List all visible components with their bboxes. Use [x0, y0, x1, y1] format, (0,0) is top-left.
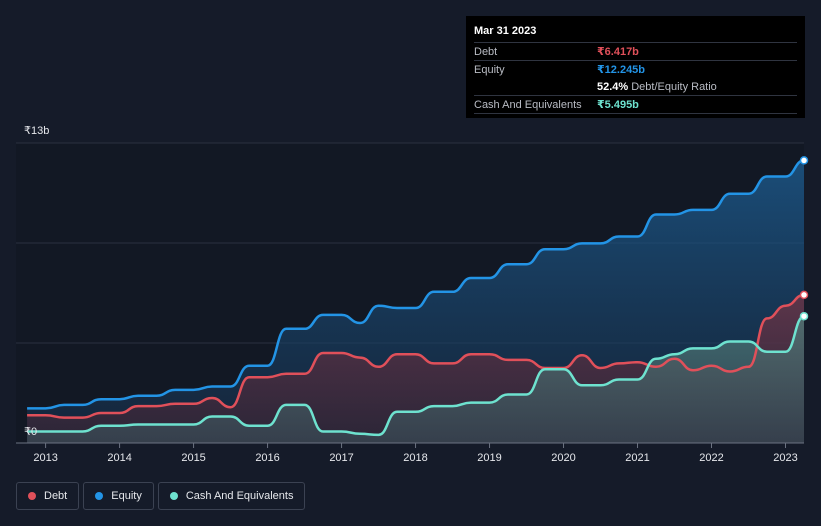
x-tick-label: 2015	[181, 452, 205, 464]
x-tick-label: 2018	[403, 452, 427, 464]
debt-endpoint	[799, 290, 809, 300]
legend-item-debt[interactable]: Debt	[16, 482, 80, 510]
cash-line	[27, 314, 805, 437]
debt-line	[27, 293, 805, 419]
cash-dot-icon	[169, 492, 178, 500]
tooltip-date: Mar 31 2023	[474, 25, 537, 37]
tooltip-row-ratio: 52.4% Debt/Equity Ratio	[474, 78, 797, 95]
y-tick-label-max: ₹13b	[24, 125, 50, 137]
x-tick-label: 2017	[329, 452, 353, 464]
tooltip-cash-value: ₹5.495b	[597, 99, 639, 111]
cash-area	[27, 316, 805, 443]
tooltip-debt-label: Debt	[474, 45, 498, 58]
legend-item-cash[interactable]: Cash And Equivalents	[157, 482, 306, 510]
x-tick-label: 2016	[255, 452, 279, 464]
equity-endpoint	[799, 156, 809, 165]
series-areas	[27, 160, 805, 443]
tooltip-ratio-value: 52.4%	[597, 80, 629, 93]
x-tick-label: 2020	[551, 452, 575, 464]
legend-item-equity[interactable]: Equity	[83, 482, 154, 510]
tooltip-cash-label: Cash And Equivalents	[474, 98, 582, 111]
x-tick-label: 2021	[625, 452, 649, 464]
tooltip-debt-value: ₹6.417b	[597, 46, 639, 58]
series-endpoints	[799, 156, 809, 321]
x-axis-ticks: 2013 2014 2015 2016 2017 2018 2019 2020 2021 2022…	[33, 443, 798, 464]
equity-line	[27, 159, 805, 410]
x-tick-label: 2023	[773, 452, 797, 464]
tooltip-equity-label: Equity	[474, 63, 505, 76]
tooltip-equity-value: ₹12.245b	[597, 64, 646, 76]
x-tick-label: 2014	[107, 452, 131, 464]
debt-dot-icon	[28, 492, 36, 500]
tooltip-row-cash: Cash And Equivalents ₹5.495b	[474, 95, 797, 114]
legend-label-cash: Cash And Equivalents	[185, 490, 294, 502]
x-tick-label: 2013	[33, 452, 57, 464]
tooltip-row-debt: Debt ₹6.417b	[474, 42, 797, 60]
legend-label-debt: Debt	[44, 490, 68, 502]
tooltip-row-equity: Equity ₹12.245b	[474, 60, 797, 78]
x-tick-label: 2022	[699, 452, 723, 464]
series-lines	[27, 159, 805, 437]
x-tick-label: 2019	[477, 452, 501, 464]
legend-label-equity: Equity	[111, 490, 142, 502]
equity-dot-icon	[95, 492, 104, 500]
cash-endpoint	[799, 311, 809, 321]
chart-legend: Debt Equity Cash And Equivalents	[16, 482, 306, 510]
tooltip-ratio-label: Debt/Equity Ratio	[631, 80, 717, 93]
tooltip-panel: Mar 31 2023 Debt ₹6.417b Equity ₹12.245b…	[466, 16, 805, 118]
y-tick-label-zero: ₹0	[24, 426, 38, 438]
